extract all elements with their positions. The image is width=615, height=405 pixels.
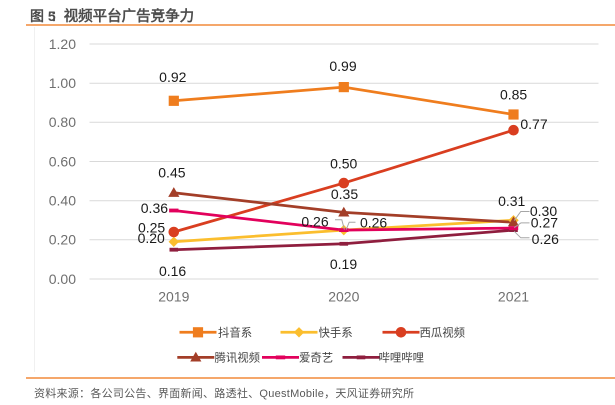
svg-text:西瓜视频: 西瓜视频 [420,325,466,339]
svg-text:1.20: 1.20 [49,36,76,52]
svg-text:0.26: 0.26 [301,214,328,230]
svg-text:0.45: 0.45 [158,165,185,181]
svg-text:0.26: 0.26 [532,231,559,247]
svg-text:抖音系: 抖音系 [218,325,252,339]
svg-text:0.85: 0.85 [500,86,527,102]
svg-text:0.60: 0.60 [49,153,76,169]
svg-text:0.99: 0.99 [329,58,356,74]
svg-text:0.00: 0.00 [49,271,76,287]
svg-text:0.20: 0.20 [49,232,76,248]
svg-text:1.00: 1.00 [49,75,76,91]
svg-text:0.35: 0.35 [331,186,358,202]
svg-text:0.20: 0.20 [138,230,165,246]
svg-text:0.77: 0.77 [520,116,547,132]
svg-text:2021: 2021 [498,289,529,305]
svg-text:哔哩哔哩: 哔哩哔哩 [379,352,425,365]
svg-text:0.27: 0.27 [531,215,558,231]
svg-text:快手系: 快手系 [319,325,353,339]
svg-text:0.19: 0.19 [330,256,357,272]
svg-text:腾讯视频: 腾讯视频 [215,351,261,365]
svg-text:0.30: 0.30 [530,203,557,219]
svg-text:0.36: 0.36 [141,200,168,216]
svg-text:2020: 2020 [328,289,359,305]
svg-text:0.50: 0.50 [330,155,357,171]
svg-text:0.16: 0.16 [159,263,186,279]
svg-text:0.25: 0.25 [138,219,165,235]
svg-text:0.26: 0.26 [360,214,387,230]
svg-text:爱奇艺: 爱奇艺 [299,352,333,365]
svg-text:0.92: 0.92 [159,69,186,85]
svg-text:2019: 2019 [158,289,189,305]
svg-text:0.31: 0.31 [498,193,525,209]
svg-text:0.40: 0.40 [49,193,76,209]
svg-text:0.80: 0.80 [49,114,76,130]
